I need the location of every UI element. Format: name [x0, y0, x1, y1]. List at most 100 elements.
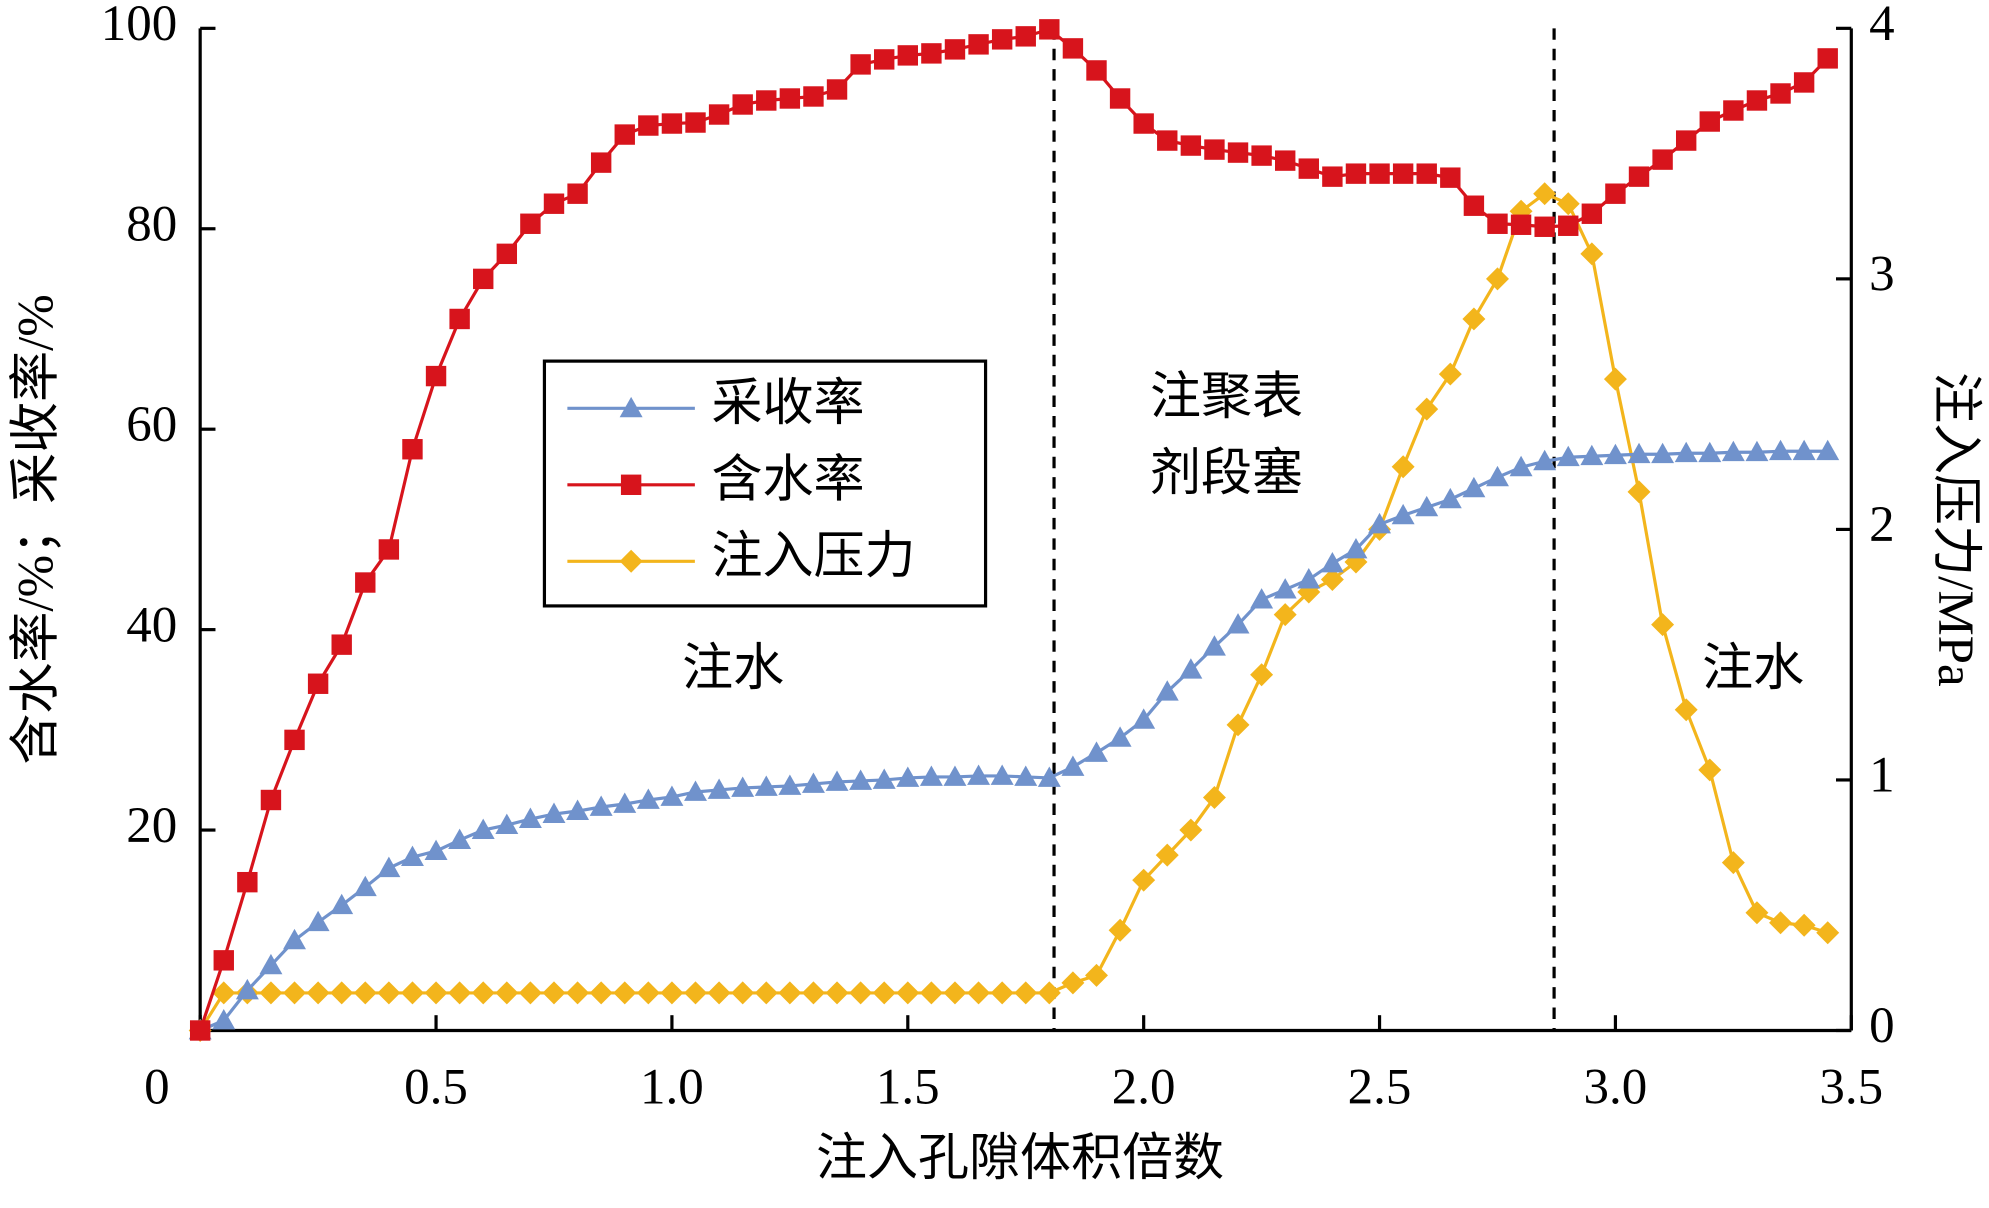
marker: [284, 729, 305, 751]
marker: [1581, 203, 1603, 224]
marker: [1792, 439, 1816, 461]
marker: [1769, 439, 1793, 461]
marker: [1580, 242, 1604, 266]
marker: [1014, 765, 1038, 786]
marker: [1227, 142, 1249, 163]
marker: [991, 29, 1013, 50]
marker: [518, 807, 542, 828]
marker: [661, 113, 683, 134]
marker: [1202, 635, 1226, 656]
marker: [731, 981, 755, 1005]
legend-label: 含水率: [711, 452, 864, 508]
marker: [778, 981, 802, 1005]
marker: [896, 981, 920, 1005]
marker: [518, 981, 542, 1005]
marker: [330, 981, 354, 1005]
marker: [473, 268, 494, 290]
marker: [1440, 167, 1461, 188]
marker: [1392, 163, 1414, 184]
marker: [967, 981, 991, 1005]
marker: [1605, 183, 1626, 204]
marker: [283, 928, 306, 950]
marker: [589, 981, 613, 1005]
marker: [1322, 166, 1343, 187]
marker: [1037, 766, 1061, 787]
x-tick-label: 1.0: [640, 1059, 704, 1115]
marker: [1745, 901, 1769, 925]
annotation: 注聚表: [1150, 370, 1303, 426]
y2-tick-label: 3: [1869, 247, 1895, 303]
marker: [921, 43, 942, 64]
marker: [1298, 158, 1319, 179]
marker: [1204, 139, 1225, 160]
marker: [874, 49, 895, 70]
x-tick-label: 2.0: [1112, 1059, 1176, 1115]
marker: [1603, 367, 1627, 391]
marker: [1179, 658, 1203, 679]
marker: [801, 772, 825, 793]
marker: [495, 981, 519, 1005]
marker: [424, 839, 448, 861]
marker: [1628, 166, 1650, 187]
marker: [826, 79, 848, 100]
marker: [1487, 213, 1508, 234]
marker: [424, 981, 448, 1005]
marker: [496, 243, 518, 265]
marker: [353, 981, 377, 1005]
x-tick-label: 3.5: [1819, 1059, 1883, 1115]
marker: [1155, 843, 1179, 867]
marker: [307, 673, 329, 694]
marker: [212, 1008, 236, 1030]
marker: [1770, 83, 1791, 104]
marker: [1037, 981, 1061, 1005]
marker: [1108, 726, 1132, 747]
marker: [353, 875, 377, 897]
marker: [590, 152, 612, 173]
y-tick-label: 100: [101, 0, 178, 52]
marker: [449, 308, 470, 330]
marker: [1651, 442, 1675, 464]
marker: [1723, 100, 1744, 121]
marker: [400, 845, 424, 867]
marker: [707, 981, 731, 1005]
marker: [1792, 913, 1816, 937]
marker: [1699, 111, 1720, 132]
marker: [1556, 445, 1580, 467]
marker: [636, 788, 660, 809]
marker: [1652, 149, 1673, 170]
marker: [542, 802, 566, 823]
marker: [919, 765, 943, 786]
marker: [400, 981, 424, 1005]
marker: [778, 774, 802, 795]
marker: [495, 813, 519, 834]
marker: [1462, 476, 1486, 498]
marker: [237, 871, 258, 893]
marker: [613, 792, 637, 813]
marker: [990, 764, 1014, 785]
marker: [1061, 971, 1085, 995]
marker: [448, 981, 472, 1005]
marker: [1816, 921, 1840, 945]
marker: [944, 39, 966, 60]
marker: [1463, 195, 1485, 216]
marker: [1698, 758, 1722, 782]
marker: [968, 34, 989, 55]
marker: [850, 54, 871, 75]
marker: [1533, 182, 1557, 206]
marker: [897, 45, 918, 66]
marker: [619, 396, 643, 418]
marker: [1345, 163, 1367, 184]
y-tick-label: 40: [126, 597, 177, 653]
marker: [1109, 88, 1131, 109]
marker: [660, 981, 684, 1005]
marker: [1486, 465, 1509, 487]
marker: [1251, 145, 1272, 166]
marker: [1108, 918, 1132, 942]
marker: [331, 634, 352, 655]
marker: [542, 981, 566, 1005]
marker: [448, 828, 472, 850]
marker: [377, 981, 401, 1005]
marker: [1155, 680, 1179, 701]
marker: [896, 766, 920, 787]
marker: [1509, 455, 1533, 477]
